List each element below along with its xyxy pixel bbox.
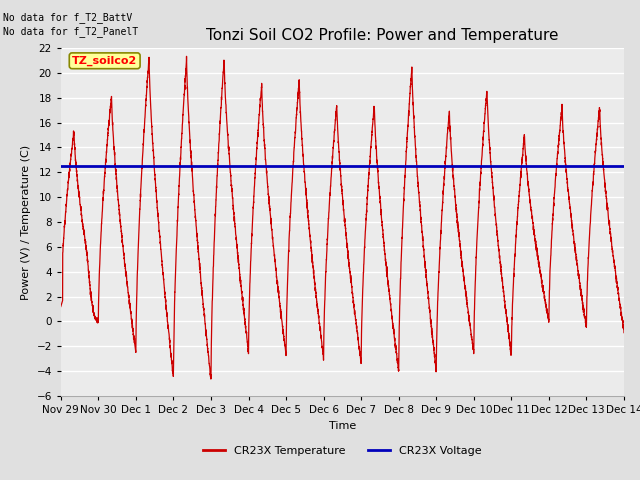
Text: No data for f_T2_BattV: No data for f_T2_BattV [3,12,132,23]
Y-axis label: Power (V) / Temperature (C): Power (V) / Temperature (C) [21,144,31,300]
Text: TZ_soilco2: TZ_soilco2 [72,56,138,66]
Legend: CR23X Temperature, CR23X Voltage: CR23X Temperature, CR23X Voltage [198,441,486,460]
X-axis label: Time: Time [329,420,356,431]
Title: Tonzi Soil CO2 Profile: Power and Temperature: Tonzi Soil CO2 Profile: Power and Temper… [205,28,558,43]
Text: No data for f_T2_PanelT: No data for f_T2_PanelT [3,26,138,37]
